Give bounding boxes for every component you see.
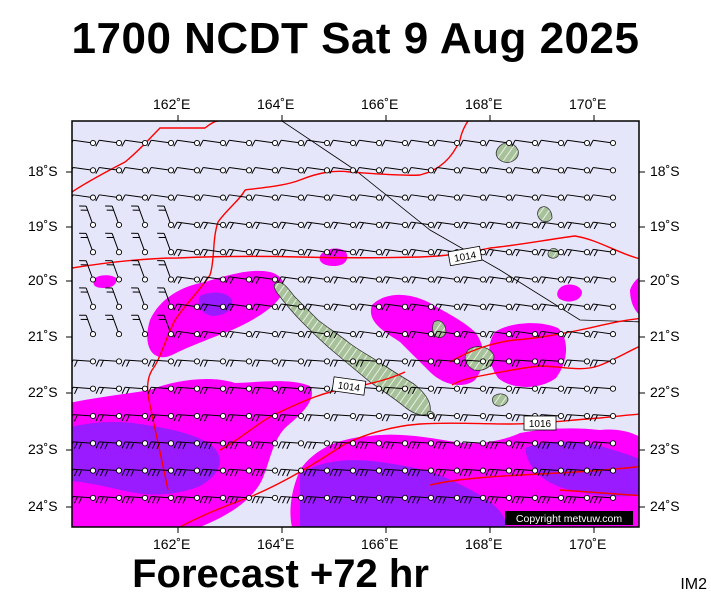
rain-heavy-southeast [525, 441, 639, 497]
rain-areas [72, 248, 639, 527]
forecast-label: Forecast +72 hr [132, 552, 429, 596]
lon-label-top-170: 170˚E [569, 96, 607, 112]
lat-label-left-21: 21˚S [28, 328, 58, 344]
lon-label-top-162: 162˚E [153, 96, 191, 112]
lon-label-top-164: 164˚E [257, 96, 295, 112]
wind-barbs [72, 139, 617, 504]
forecast-label-container: Forecast +72 hr [0, 552, 711, 597]
isobar-label-1014-south: 1014 [337, 380, 361, 394]
lat-label-right-22: 22˚S [650, 384, 680, 400]
rain-area-small-4 [557, 284, 582, 302]
lat-label-left-22: 22˚S [28, 384, 58, 400]
copyright-box [505, 511, 633, 525]
lon-label-bottom-162: 162˚E [153, 536, 191, 552]
lon-label-bottom-164: 164˚E [257, 536, 295, 552]
lon-label-top-166: 166˚E [361, 96, 399, 112]
lon-label-bottom-166: 166˚E [361, 536, 399, 552]
lat-label-left-23: 23˚S [28, 441, 58, 457]
map-title: 1700 NCDT Sat 9 Aug 2025 [71, 14, 640, 63]
rain-heavy-south [300, 460, 505, 527]
isobar-labels: 1014 1014 1016 [331, 245, 557, 431]
isobar-5 [449, 317, 639, 363]
lat-label-right-19: 19˚S [650, 218, 680, 234]
rain-heavy-north [198, 292, 233, 316]
lat-label-right-18: 18˚S [650, 163, 680, 179]
lon-label-top-168: 168˚E [465, 96, 503, 112]
isobar-label-1014-north: 1014 [453, 250, 477, 265]
land-espiritu-santo [495, 142, 519, 163]
lat-label-right-20: 20˚S [650, 272, 680, 288]
rain-area-small-2 [93, 275, 117, 288]
isobar-3 [244, 121, 469, 191]
isobar-10 [559, 489, 639, 497]
lon-label-bottom-168: 168˚E [465, 536, 503, 552]
lat-label-right-23: 23˚S [650, 441, 680, 457]
isobar-7 [219, 371, 406, 451]
land-mare [492, 393, 509, 407]
axis-ticks [66, 115, 645, 533]
lat-label-left-20: 20˚S [28, 272, 58, 288]
lat-label-right-24: 24˚S [650, 498, 680, 514]
land-malakula [537, 206, 553, 222]
lat-label-left-19: 19˚S [28, 218, 58, 234]
lat-label-left-24: 24˚S [28, 498, 58, 514]
lat-label-right-21: 21˚S [650, 328, 680, 344]
map-frame [71, 120, 640, 528]
copyright-text: Copyright metvuw.com [516, 513, 622, 525]
image-code: IM2 [680, 576, 707, 593]
isobar-label-1016: 1016 [529, 419, 552, 430]
lon-label-bottom-170: 170˚E [569, 536, 607, 552]
rain-heavy-southwest [72, 422, 220, 495]
isobar-2 [146, 189, 246, 491]
isobar-4 [72, 235, 639, 269]
lat-label-left-18: 18˚S [28, 163, 58, 179]
rain-area-small-3 [630, 277, 639, 315]
